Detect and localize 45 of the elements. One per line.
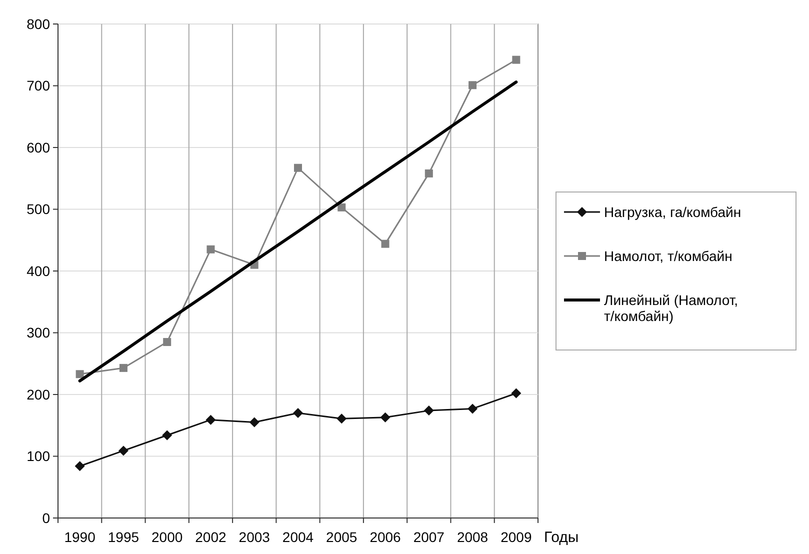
y-tick-label: 700	[26, 78, 50, 94]
legend-label: Нагрузка, га/комбайн	[604, 204, 742, 220]
point	[380, 412, 390, 422]
point	[293, 408, 303, 418]
point	[206, 245, 215, 254]
point	[118, 446, 128, 456]
point	[468, 404, 478, 414]
point	[512, 56, 520, 64]
y-tick-label: 800	[26, 16, 50, 32]
x-tick-label: 2009	[500, 529, 532, 545]
x-tick-label: 2004	[282, 529, 314, 545]
y-tick-label: 300	[26, 324, 50, 341]
point	[206, 414, 216, 425]
y-tick-label: 500	[26, 201, 50, 218]
x-tick-label: 2008	[456, 529, 488, 545]
point	[74, 461, 85, 472]
x-tick-label: 2006	[370, 529, 402, 545]
y-tick-label: 600	[26, 139, 50, 156]
x-tick-label: 1995	[108, 529, 140, 545]
y-tick-label: 0	[42, 510, 50, 526]
point	[162, 430, 172, 440]
x-tick-label: 2005	[326, 529, 358, 545]
point	[338, 203, 346, 212]
point	[249, 417, 260, 428]
x-tick-label: 2003	[238, 529, 270, 545]
legend-label: Намолот, т/комбайн	[604, 248, 732, 264]
legend-label: Линейный (Намолот, т/комбайн)	[604, 292, 738, 324]
point	[468, 81, 477, 90]
x-tick-label: 1990	[64, 529, 96, 545]
x-axis-title: Годы	[544, 529, 579, 546]
point	[381, 240, 390, 248]
point	[336, 414, 347, 424]
point	[119, 364, 128, 372]
point	[294, 164, 302, 172]
x-tick-label: 2000	[152, 529, 183, 545]
point	[76, 370, 84, 378]
y-tick-label: 200	[26, 386, 50, 402]
x-tick-label: 2002	[195, 529, 227, 545]
point	[424, 169, 433, 178]
point	[163, 338, 172, 346]
y-tick-label: 400	[26, 262, 50, 279]
y-tick-label: 100	[26, 448, 50, 464]
x-tick-label: 2007	[413, 529, 445, 545]
point	[511, 388, 522, 398]
point	[424, 406, 434, 416]
